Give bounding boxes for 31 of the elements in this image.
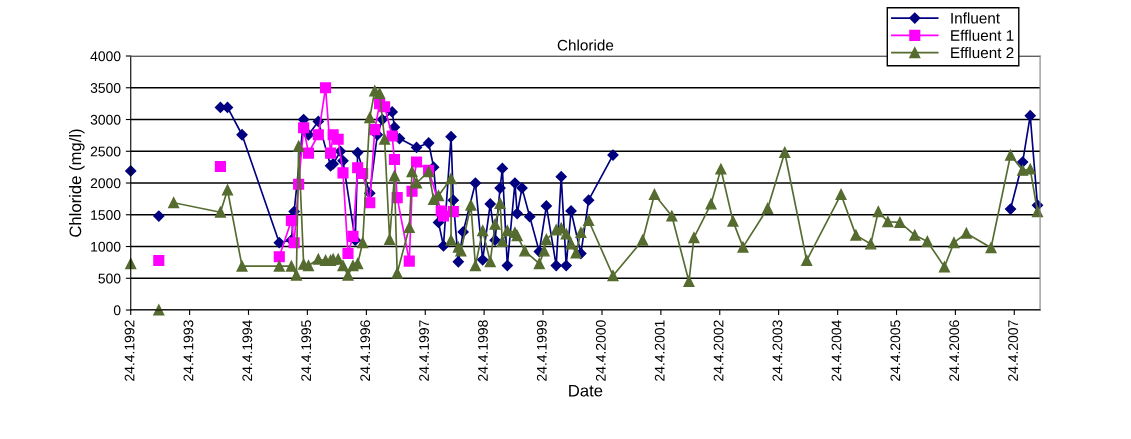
y-tick-label: 4000 <box>90 51 121 62</box>
legend-label: Effluent 2 <box>951 46 1014 59</box>
y-tick-label: 2500 <box>90 146 121 157</box>
x-tick-label: 24.4.2006 <box>949 320 960 381</box>
x-tick-label: 24.4.1994 <box>242 320 253 381</box>
chart-title: Chloride <box>557 39 614 51</box>
y-tick-label: 1000 <box>91 241 121 252</box>
y-tick-label: 0 <box>113 305 121 316</box>
x-tick-label: 24.4.2004 <box>831 320 842 381</box>
y-tick-label: 2000 <box>90 178 121 189</box>
x-tick-label: 24.4.1995 <box>301 320 312 381</box>
legend-label: Effluent 1 <box>951 29 1014 41</box>
x-tick-label: 24.4.1992 <box>124 320 135 381</box>
y-axis-title: Chloride (mg/l) <box>69 129 85 237</box>
x-tick-label: 24.4.2000 <box>595 320 606 381</box>
x-tick-label: 24.4.1998 <box>478 320 488 381</box>
x-tick-label: 24.4.1993 <box>183 320 194 381</box>
y-tick-label: 1500 <box>91 210 121 220</box>
x-tick-label: 24.4.2003 <box>772 320 783 381</box>
x-tick-label: 24.4.2005 <box>890 320 901 381</box>
x-tick-label: 24.4.2007 <box>1008 320 1018 381</box>
x-tick-label: 24.4.1999 <box>536 320 547 381</box>
y-tick-label: 500 <box>98 273 121 284</box>
x-tick-label: 24.4.2002 <box>713 320 724 381</box>
x-tick-label: 24.4.2001 <box>654 320 665 381</box>
y-tick-label: 3000 <box>90 114 121 125</box>
x-tick-label: 24.4.1996 <box>360 320 371 381</box>
legend-label: Influent <box>951 12 1000 24</box>
y-tick-label: 3500 <box>90 83 121 93</box>
x-tick-label: 24.4.1997 <box>419 320 429 381</box>
x-axis-title: Date <box>569 384 603 397</box>
